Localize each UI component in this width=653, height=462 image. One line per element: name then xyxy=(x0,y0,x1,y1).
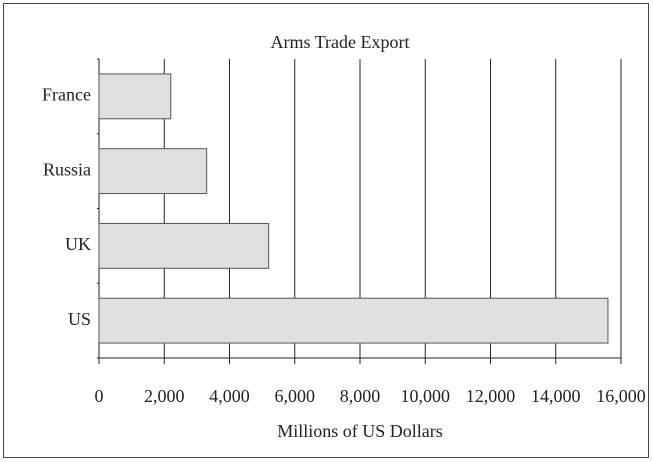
x-tick-label: 12,000 xyxy=(466,386,516,406)
x-tick-label: 16,000 xyxy=(596,386,646,406)
bar xyxy=(98,222,270,269)
bar xyxy=(98,148,208,195)
y-tick-label: Russia xyxy=(43,159,91,179)
x-tick-label: 10,000 xyxy=(401,386,451,406)
x-tick-label: 8,000 xyxy=(340,386,381,406)
x-tick-label: 4,000 xyxy=(209,386,250,406)
x-axis-label: Millions of US Dollars xyxy=(277,421,443,441)
y-tick-label: France xyxy=(42,85,91,105)
bar xyxy=(98,297,609,344)
x-tick-label: 0 xyxy=(95,386,104,406)
chart-title: Arms Trade Export xyxy=(271,32,410,52)
bar xyxy=(98,73,172,120)
y-tick-label: UK xyxy=(65,234,91,254)
y-tick-label: US xyxy=(68,309,91,329)
x-tick-label: 14,000 xyxy=(531,386,581,406)
x-tick-label: 6,000 xyxy=(275,386,316,406)
x-tick-label: 2,000 xyxy=(144,386,185,406)
